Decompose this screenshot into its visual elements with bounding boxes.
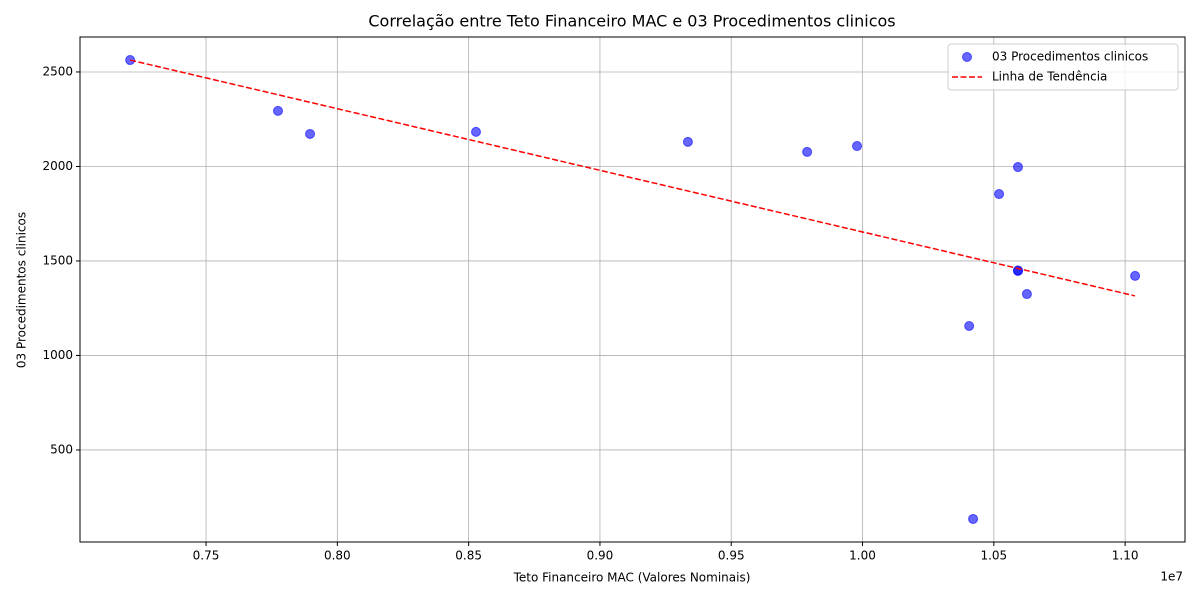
y-axis-label: 03 Procedimentos clinicos — [15, 212, 29, 368]
legend-label: 03 Procedimentos clinicos — [992, 50, 1148, 64]
x-tick-label: 0.80 — [324, 549, 351, 563]
scatter-point — [994, 189, 1005, 200]
y-tick-label: 1500 — [42, 253, 73, 267]
scatter-point — [682, 136, 693, 147]
legend-marker — [962, 52, 972, 62]
legend-label: Linha de Tendência — [992, 70, 1107, 84]
y-tick-label: 500 — [50, 442, 73, 456]
scatter-point — [470, 126, 481, 137]
y-tick-label: 2500 — [42, 64, 73, 78]
scatter-point — [305, 128, 316, 139]
x-tick-label: 0.95 — [718, 549, 745, 563]
scatter-point — [1021, 289, 1032, 300]
scatter-point — [1130, 270, 1141, 281]
x-tick-label: 1.00 — [849, 549, 876, 563]
scatter-point — [968, 513, 979, 524]
x-offset-label: 1e7 — [1160, 570, 1183, 584]
plot-frame — [79, 36, 1186, 543]
x-tick-label: 0.85 — [455, 549, 482, 563]
legend-box — [947, 43, 1179, 91]
trend-line — [129, 59, 1136, 297]
x-tick-label: 0.75 — [193, 549, 220, 563]
x-tick-label: 1.10 — [1112, 549, 1139, 563]
x-axis-label: Teto Financeiro MAC (Valores Nominais) — [513, 571, 751, 585]
chart-title: Correlação entre Teto Financeiro MAC e 0… — [368, 12, 895, 31]
scatter-point — [1012, 162, 1023, 173]
y-tick-label: 1000 — [42, 348, 73, 362]
scatter-point — [852, 141, 863, 152]
scatter-point — [802, 146, 813, 157]
x-tick-label: 1.05 — [980, 549, 1007, 563]
x-tick-label: 0.90 — [587, 549, 614, 563]
y-tick-label: 2000 — [42, 159, 73, 173]
scatter-point — [272, 105, 283, 116]
scatter-point — [964, 320, 975, 331]
